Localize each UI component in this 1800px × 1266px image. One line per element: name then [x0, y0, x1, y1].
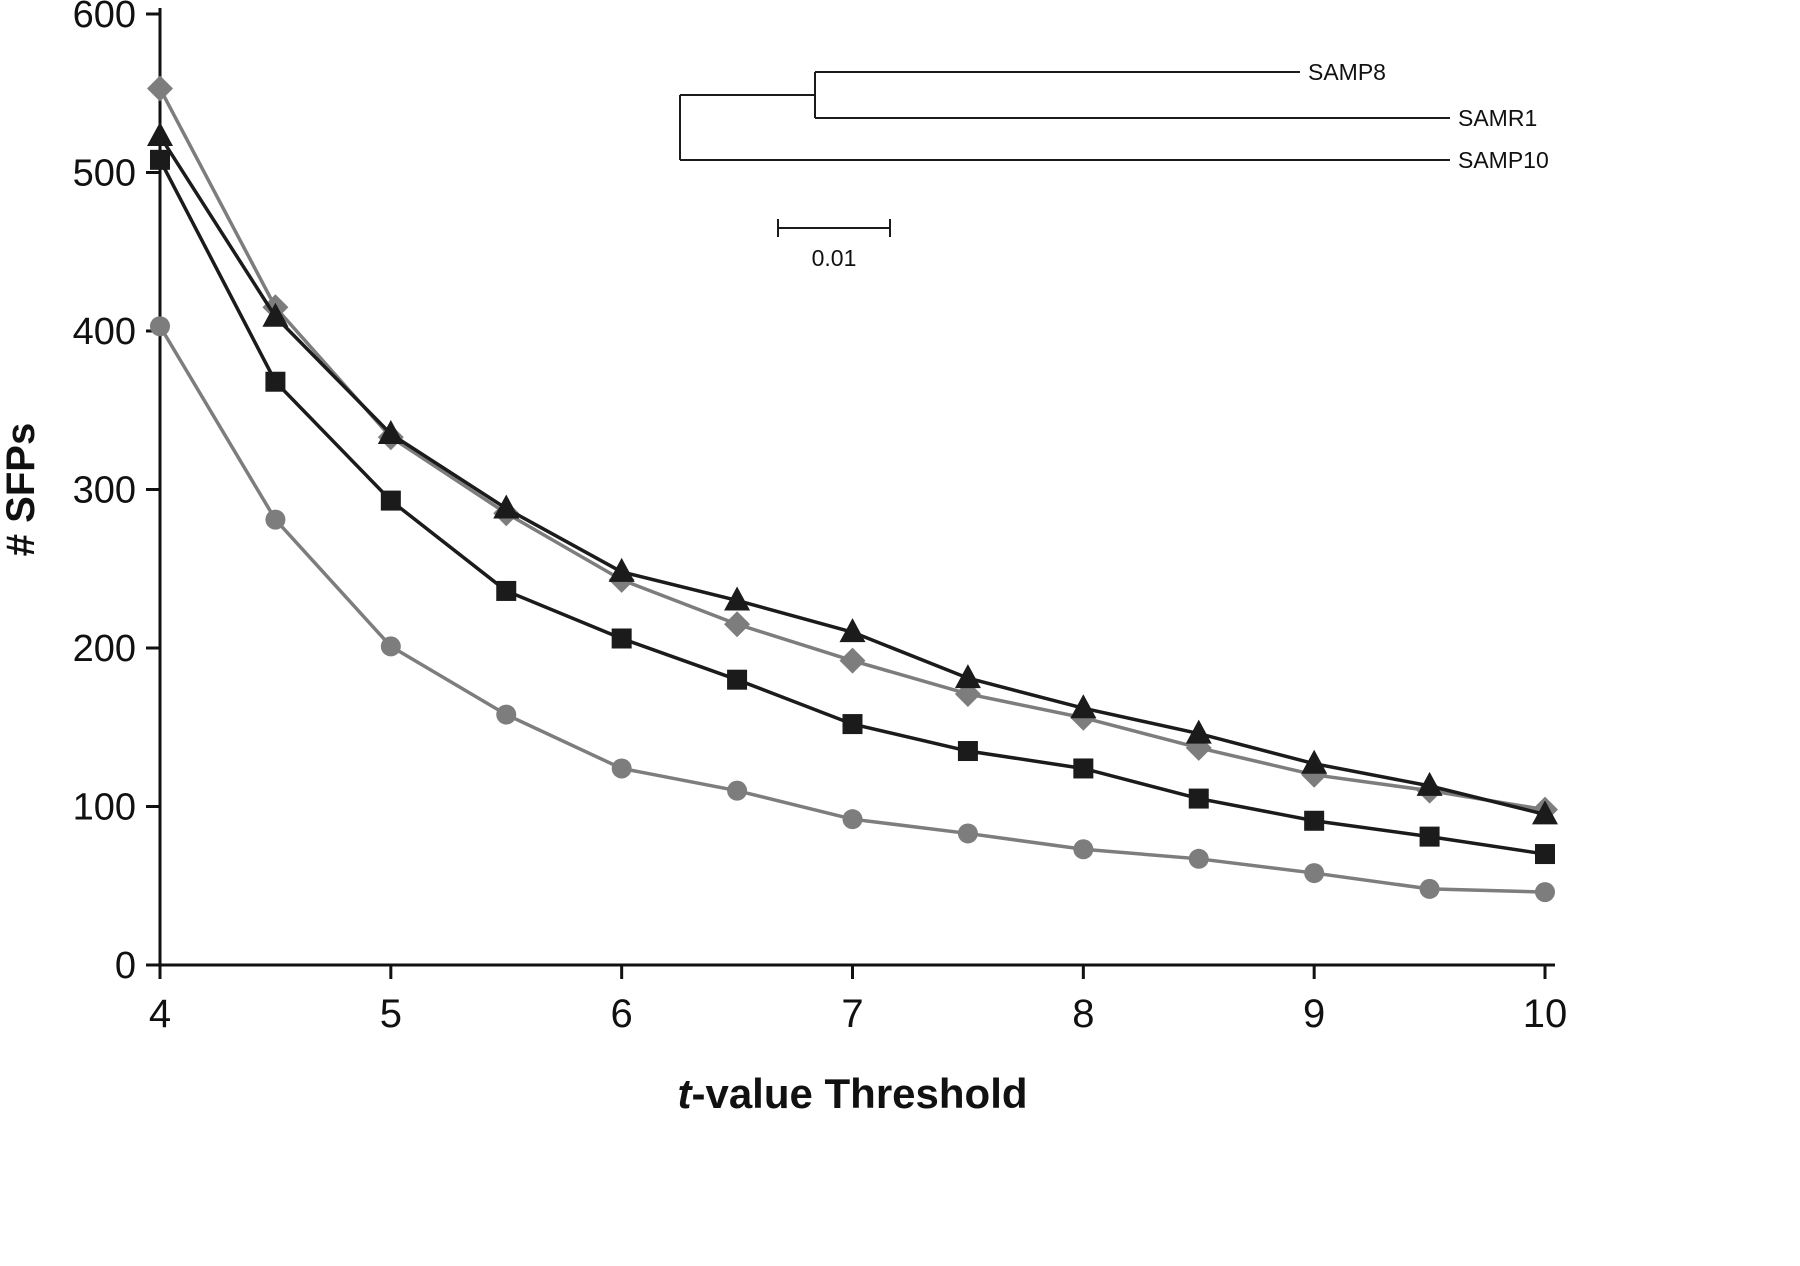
square-marker — [380, 490, 401, 511]
diamond-marker — [724, 611, 751, 638]
y-tick-label: 500 — [73, 153, 136, 195]
triangle-marker — [724, 586, 751, 611]
circle-marker — [496, 704, 517, 725]
tree-scale-bar — [777, 219, 891, 237]
x-axis-title: t-value Threshold — [677, 1070, 1027, 1117]
square-marker — [611, 628, 632, 649]
triangle-marker — [1185, 719, 1212, 744]
x-tick-label: 10 — [1523, 992, 1568, 1036]
taxon-label-samp8: SAMP8 — [1308, 59, 1386, 85]
y-tick-label: 200 — [73, 628, 136, 670]
square-marker — [1535, 844, 1555, 865]
y-tick-label: 0 — [115, 945, 136, 987]
triangle-marker — [147, 122, 173, 147]
circle-marker — [380, 636, 401, 657]
triangle-marker — [1301, 749, 1328, 774]
diamond-marker — [839, 647, 866, 674]
square-marker — [957, 741, 978, 762]
x-tick-label: 9 — [1303, 992, 1325, 1036]
square-marker — [1304, 810, 1325, 831]
circle-marker — [150, 316, 170, 337]
square-marker — [150, 149, 170, 170]
series-black-square — [150, 149, 1555, 865]
scale-bar-label: 0.01 — [812, 245, 857, 271]
circle-marker — [265, 509, 286, 530]
square-marker — [496, 580, 517, 601]
square-marker — [842, 714, 863, 735]
x-tick-label: 7 — [841, 992, 863, 1036]
y-axis: 0 100 200 300 400 500 600 — [73, 0, 160, 987]
square-marker — [727, 669, 748, 690]
triangle-marker — [1532, 800, 1558, 825]
x-tick-label: 8 — [1072, 992, 1094, 1036]
y-axis-title: # SFPs — [0, 423, 43, 556]
y-tick-label: 600 — [73, 0, 136, 36]
x-tick-label: 5 — [380, 992, 402, 1036]
circle-marker — [727, 780, 748, 801]
x-axis: 4 5 6 7 8 9 10 — [149, 965, 1567, 1036]
circle-marker — [842, 809, 863, 830]
taxon-label-samp10: SAMP10 — [1458, 147, 1549, 173]
taxon-label-samr1: SAMR1 — [1458, 105, 1537, 131]
square-marker — [265, 371, 286, 392]
circle-marker — [1188, 848, 1209, 869]
series-black-triangle — [147, 122, 1558, 825]
square-marker — [1419, 826, 1440, 847]
series-line — [158, 87, 1546, 812]
inset-tree-labels: SAMP8 SAMR1 SAMP10 — [1308, 59, 1549, 173]
triangle-marker — [493, 494, 520, 519]
triangle-marker — [262, 302, 289, 327]
circle-marker — [1535, 882, 1555, 903]
x-tick-label: 6 — [611, 992, 633, 1036]
circle-marker — [957, 823, 978, 844]
triangle-marker — [1416, 771, 1443, 796]
y-tick-label: 400 — [73, 311, 136, 353]
y-tick-label: 300 — [73, 470, 136, 512]
diamond-marker — [147, 75, 173, 102]
circle-marker — [1304, 863, 1325, 884]
triangle-marker — [1070, 694, 1097, 719]
inset-dendrogram — [679, 71, 1450, 161]
circle-marker — [1073, 839, 1094, 860]
square-marker — [1073, 758, 1094, 779]
y-tick-label: 100 — [73, 787, 136, 829]
triangle-marker — [839, 618, 866, 643]
series-gray-diamond — [147, 75, 1558, 823]
series-gray-circle — [150, 316, 1555, 903]
triangle-marker — [608, 557, 635, 582]
triangle-marker — [954, 664, 981, 689]
circle-marker — [1419, 878, 1440, 899]
circle-marker — [611, 758, 632, 779]
square-marker — [1188, 788, 1209, 809]
x-tick-label: 4 — [149, 992, 171, 1036]
triangle-marker — [377, 420, 404, 445]
